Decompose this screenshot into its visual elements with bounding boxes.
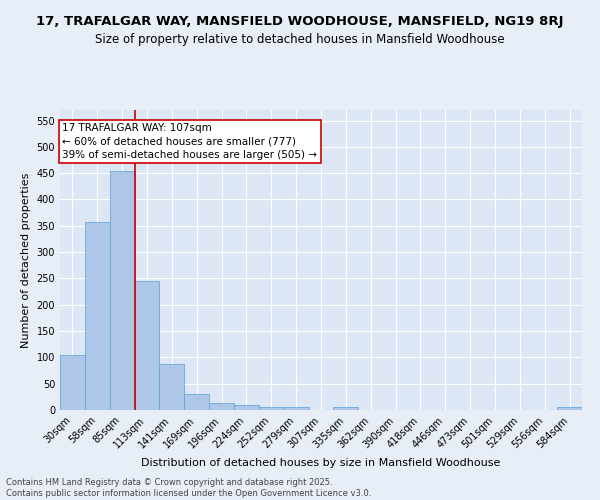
Bar — [284, 408, 308, 410]
Bar — [184, 394, 209, 410]
Bar — [60, 354, 85, 410]
Bar — [334, 408, 358, 410]
Bar — [85, 222, 110, 410]
Text: Size of property relative to detached houses in Mansfield Woodhouse: Size of property relative to detached ho… — [95, 32, 505, 46]
Text: 17, TRAFALGAR WAY, MANSFIELD WOODHOUSE, MANSFIELD, NG19 8RJ: 17, TRAFALGAR WAY, MANSFIELD WOODHOUSE, … — [36, 15, 564, 28]
Bar — [110, 170, 134, 410]
Bar — [160, 364, 184, 410]
Bar — [557, 408, 582, 410]
Bar — [234, 406, 259, 410]
Text: Contains HM Land Registry data © Crown copyright and database right 2025.
Contai: Contains HM Land Registry data © Crown c… — [6, 478, 371, 498]
Bar — [209, 403, 234, 410]
Bar — [259, 408, 284, 410]
Text: 17 TRAFALGAR WAY: 107sqm
← 60% of detached houses are smaller (777)
39% of semi-: 17 TRAFALGAR WAY: 107sqm ← 60% of detach… — [62, 123, 317, 160]
X-axis label: Distribution of detached houses by size in Mansfield Woodhouse: Distribution of detached houses by size … — [142, 458, 500, 468]
Bar — [134, 281, 160, 410]
Y-axis label: Number of detached properties: Number of detached properties — [21, 172, 31, 348]
